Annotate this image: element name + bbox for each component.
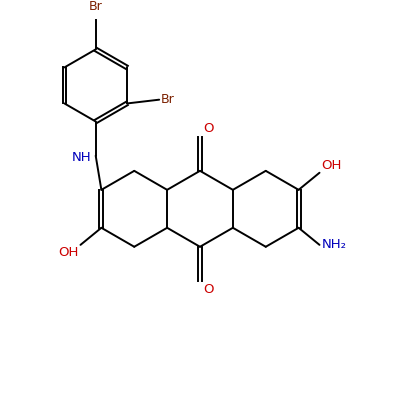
Text: OH: OH <box>321 159 342 172</box>
Text: Br: Br <box>161 93 175 106</box>
Text: Br: Br <box>89 0 102 13</box>
Text: O: O <box>203 122 213 135</box>
Text: O: O <box>203 283 213 296</box>
Text: NH: NH <box>71 151 91 164</box>
Text: OH: OH <box>58 246 79 259</box>
Text: NH₂: NH₂ <box>321 238 346 251</box>
